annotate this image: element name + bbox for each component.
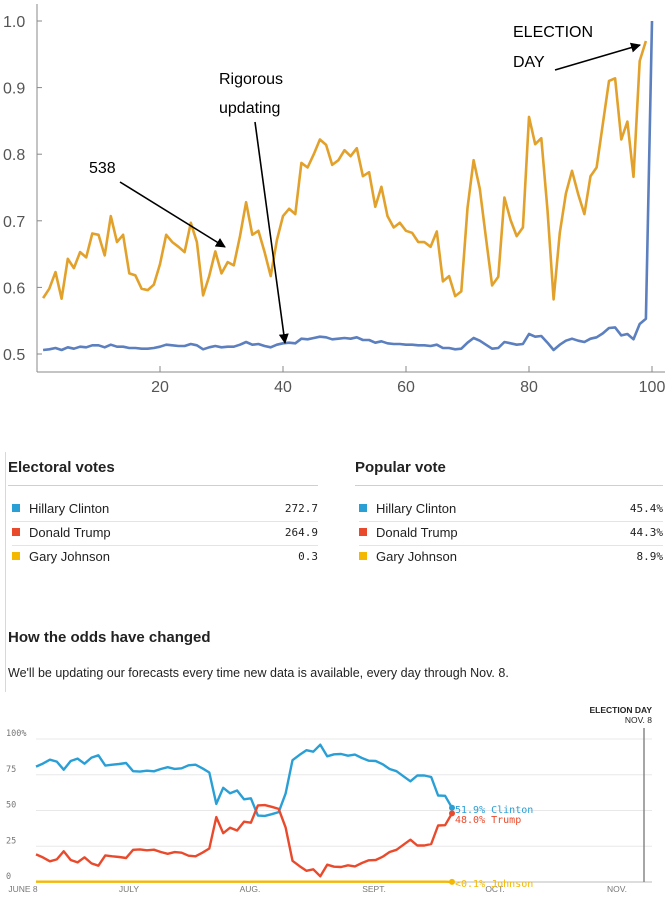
y-tick-label: 0: [6, 872, 11, 882]
x-tick-label: NOV.: [607, 884, 627, 894]
election-day-label: ELECTION DAY: [589, 705, 652, 715]
candidate-name: Donald Trump: [376, 524, 458, 540]
annotation-election: ELECTION: [513, 24, 593, 41]
x-tick-label: JUNE 8: [8, 884, 38, 894]
candidate-value: 44.3%: [629, 525, 663, 539]
annotation-538: 538: [89, 160, 116, 177]
y-tick-label: 25: [6, 836, 16, 846]
top-line-chart: 0.5 0.6 0.7 0.8 0.9 1.0 20 40 60 80 100 538 Rigoro…: [3, 4, 665, 396]
annotation-rigorous: Rigorous: [219, 71, 283, 88]
candidate-name: Hillary Clinton: [29, 500, 110, 516]
y-tick-label: 0.6: [3, 280, 25, 297]
series-rigorous-line: [42, 20, 654, 352]
odds-subtitle: We'll be updating our forecasts every ti…: [8, 666, 509, 680]
x-tick-label: AUG.: [240, 884, 261, 894]
candidate-name: Gary Johnson: [29, 548, 110, 564]
clinton-line: [35, 743, 454, 818]
x-tick-label: 40: [274, 379, 292, 396]
series-538-line: [42, 40, 648, 301]
x-tick-label: JULY: [119, 884, 139, 894]
color-swatch: [12, 528, 20, 536]
x-tick-label: SEPT.: [362, 884, 386, 894]
endpoint-dot: [449, 804, 455, 811]
arrow-election: [554, 42, 641, 71]
color-swatch: [12, 552, 20, 560]
row-divider: [359, 545, 663, 546]
y-tick-label: 0.7: [3, 214, 25, 231]
row-divider: [12, 545, 318, 546]
row-divider: [359, 521, 663, 522]
popular-title-rule: [355, 485, 663, 486]
table-row: Donald Trump 44.3%: [359, 520, 663, 544]
table-row: Donald Trump 264.9: [12, 520, 318, 544]
electoral-votes-title: Electoral votes: [8, 459, 115, 476]
odds-line-chart: 100% 75 50 25 0 JUNE 8 JULY AUG. SEPT. OCT. NOV. 5…: [6, 705, 652, 894]
table-row: Hillary Clinton 45.4%: [359, 496, 663, 520]
trump-line: [35, 803, 454, 878]
y-tick-label: 1.0: [3, 14, 25, 31]
arrow-rigorous: [254, 121, 289, 344]
color-swatch: [12, 504, 20, 512]
candidate-value: 0.3: [298, 549, 318, 563]
color-swatch: [359, 504, 367, 512]
y-tick-label: 0.5: [3, 347, 25, 364]
y-tick-label: 100%: [6, 729, 26, 739]
series-end-label: <0.1% Johnson: [455, 879, 533, 890]
endpoint-dot: [449, 810, 455, 817]
left-divider: [5, 452, 6, 692]
series-end-label: 51.9% Clinton: [455, 805, 533, 816]
arrow-538: [119, 181, 226, 248]
color-swatch: [359, 552, 367, 560]
endpoint-dot: [449, 878, 455, 885]
odds-title: How the odds have changed: [8, 629, 211, 646]
y-tick-label: 0.9: [3, 81, 25, 98]
y-tick-label: 75: [6, 765, 16, 775]
x-tick-label: 20: [151, 379, 169, 396]
color-swatch: [359, 528, 367, 536]
popular-vote-title: Popular vote: [355, 459, 446, 476]
candidate-value: 45.4%: [629, 501, 663, 515]
annotation-day: DAY: [513, 54, 545, 71]
candidate-name: Donald Trump: [29, 524, 111, 540]
election-day-date: NOV. 8: [625, 715, 652, 725]
x-tick-label: 60: [397, 379, 415, 396]
y-tick-label: 50: [6, 801, 16, 811]
y-tick-label: 0.8: [3, 147, 25, 164]
x-tick-label: OCT.: [485, 884, 504, 894]
row-divider: [12, 521, 318, 522]
table-row: Hillary Clinton 272.7: [12, 496, 318, 520]
series-end-label: 48.0% Trump: [455, 815, 521, 826]
electoral-title-rule: [8, 485, 318, 486]
annotation-updating: updating: [219, 100, 280, 117]
candidate-value: 8.9%: [636, 549, 664, 563]
table-row: Gary Johnson 0.3: [12, 544, 318, 568]
candidate-value: 272.7: [284, 501, 318, 515]
candidate-name: Hillary Clinton: [376, 500, 457, 516]
x-tick-label: 100: [639, 379, 665, 396]
x-tick-label: 80: [520, 379, 538, 396]
candidate-name: Gary Johnson: [376, 548, 457, 564]
table-row: Gary Johnson 8.9%: [359, 544, 663, 568]
candidate-value: 264.9: [284, 525, 318, 539]
